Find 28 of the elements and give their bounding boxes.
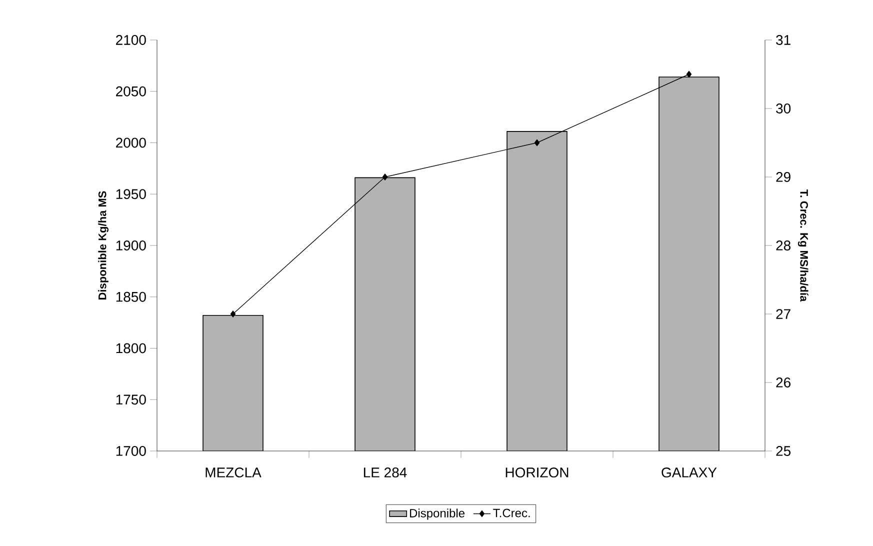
- y-tick-label: 1750: [116, 394, 146, 405]
- y2-tick-label: 25: [776, 446, 791, 456]
- y-tick-label: 2000: [116, 138, 146, 148]
- legend-label: Disponible: [410, 508, 465, 520]
- point: [230, 310, 236, 318]
- y-axis-title: Disponible Kg/ha MS: [98, 191, 108, 300]
- x-tick-label: GALAXY: [662, 468, 717, 478]
- legend-label: T.Crec.: [493, 508, 530, 518]
- x-tick-label: HORIZON: [506, 468, 568, 478]
- y2-tick-label: 29: [776, 172, 790, 182]
- y2-tick-label: 26: [776, 378, 790, 388]
- y2-axis-title: T. Crec. Kg MS/ha/día: [798, 189, 808, 302]
- y2-tick-label: 30: [776, 104, 791, 114]
- x-tick-label: LE 284: [364, 468, 407, 478]
- y2-tick-label: 28: [776, 240, 790, 250]
- point: [382, 174, 388, 180]
- point: [534, 139, 540, 146]
- y-tick-label: 2100: [116, 35, 146, 45]
- y-tick-label: 2050: [116, 86, 146, 96]
- y-tick-label: 1700: [116, 446, 146, 456]
- point: [686, 70, 692, 78]
- y-tick-label: 1900: [116, 240, 146, 250]
- y-tick-label: 1800: [116, 343, 146, 354]
- y2-tick-label: 27: [776, 309, 790, 319]
- x-tick-label: MEZCLA: [206, 468, 262, 478]
- y-tick-label: 1850: [116, 292, 146, 302]
- y-tick-label: 1950: [116, 189, 146, 200]
- y2-tick-label: 31: [776, 35, 790, 45]
